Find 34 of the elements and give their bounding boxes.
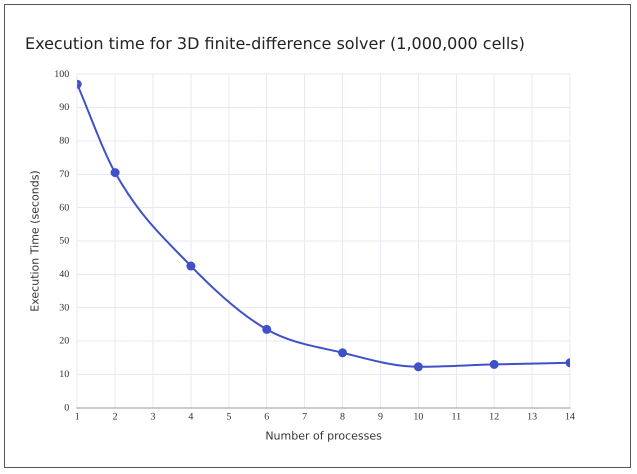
x-tick-label: 5 <box>226 411 232 422</box>
point <box>110 168 120 178</box>
x-tick-label: 12 <box>489 411 500 422</box>
point <box>338 348 348 358</box>
y-tick-label: 40 <box>59 268 70 280</box>
point <box>490 360 499 369</box>
y-tick-label: 100 <box>54 68 70 80</box>
x-tick-label: 14 <box>565 411 575 422</box>
point <box>262 324 272 334</box>
x-tick-label: 11 <box>451 411 462 422</box>
x-tick-label: 4 <box>188 411 194 422</box>
y-tick-label: 70 <box>59 168 70 180</box>
point <box>186 262 196 271</box>
y-tick-label: 20 <box>59 336 70 347</box>
x-tick-label: 8 <box>340 411 346 422</box>
y-tick-label: 30 <box>59 302 70 314</box>
x-tick-label: 1 <box>74 411 80 422</box>
x-tick-label: 3 <box>150 411 156 422</box>
x-axis-title: Number of processes <box>265 429 382 442</box>
x-tick-label: 13 <box>527 411 538 422</box>
point <box>414 362 423 372</box>
y-axis-title: Execution Time (seconds) <box>28 170 42 312</box>
y-tick-label: 60 <box>59 202 70 214</box>
x-tick-label: 2 <box>112 411 118 422</box>
y-tick-label: 80 <box>59 136 70 147</box>
x-tick-label: 9 <box>378 411 383 422</box>
y-tick-label: 90 <box>59 102 70 114</box>
x-tick-label: 6 <box>264 411 270 422</box>
y-tick-label: 10 <box>59 369 70 380</box>
y-tick-label: 0 <box>64 402 70 414</box>
chart-title: Execution time for 3D finite-difference solver (1,000,000 cells) <box>25 34 525 53</box>
x-tick-label: 10 <box>413 411 424 422</box>
y-tick-label: 50 <box>59 236 70 247</box>
x-tick-label: 7 <box>302 411 308 422</box>
